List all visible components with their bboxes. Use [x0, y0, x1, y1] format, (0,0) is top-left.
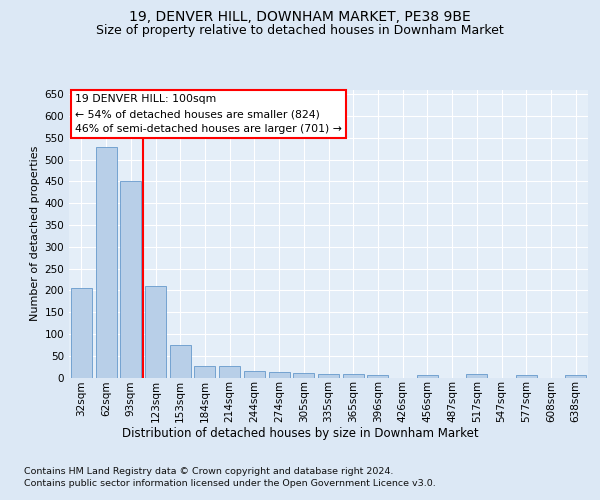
Bar	[417, 376, 438, 378]
Bar	[293, 373, 314, 378]
Bar	[269, 372, 290, 378]
Bar	[318, 374, 339, 378]
Bar	[244, 371, 265, 378]
Bar	[367, 376, 388, 378]
Bar	[120, 182, 141, 378]
Bar	[565, 376, 586, 378]
Bar	[516, 376, 537, 378]
Bar	[95, 146, 116, 378]
Text: Contains HM Land Registry data © Crown copyright and database right 2024.: Contains HM Land Registry data © Crown c…	[24, 467, 394, 476]
Bar	[145, 286, 166, 378]
Bar	[343, 374, 364, 378]
Bar	[71, 288, 92, 378]
Bar	[170, 345, 191, 378]
Bar	[194, 366, 215, 378]
Text: Contains public sector information licensed under the Open Government Licence v3: Contains public sector information licen…	[24, 478, 436, 488]
Text: Distribution of detached houses by size in Downham Market: Distribution of detached houses by size …	[122, 428, 478, 440]
Text: 19, DENVER HILL, DOWNHAM MARKET, PE38 9BE: 19, DENVER HILL, DOWNHAM MARKET, PE38 9B…	[129, 10, 471, 24]
Text: 19 DENVER HILL: 100sqm
← 54% of detached houses are smaller (824)
46% of semi-de: 19 DENVER HILL: 100sqm ← 54% of detached…	[75, 94, 342, 134]
Bar	[466, 374, 487, 378]
Text: Size of property relative to detached houses in Downham Market: Size of property relative to detached ho…	[96, 24, 504, 37]
Bar	[219, 366, 240, 378]
Y-axis label: Number of detached properties: Number of detached properties	[30, 146, 40, 322]
